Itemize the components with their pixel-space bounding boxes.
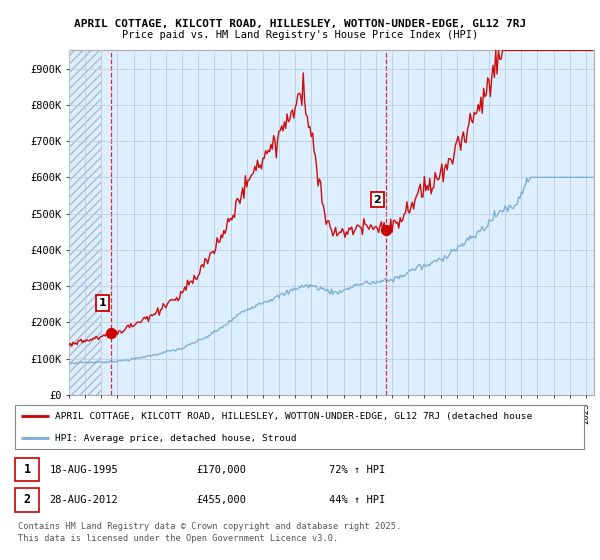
Text: £455,000: £455,000 — [196, 495, 247, 505]
FancyBboxPatch shape — [15, 405, 584, 449]
Text: APRIL COTTAGE, KILCOTT ROAD, HILLESLEY, WOTTON-UNDER-EDGE, GL12 7RJ (detached ho: APRIL COTTAGE, KILCOTT ROAD, HILLESLEY, … — [55, 412, 532, 421]
Text: 44% ↑ HPI: 44% ↑ HPI — [329, 495, 385, 505]
Text: 1: 1 — [98, 298, 106, 308]
Text: 28-AUG-2012: 28-AUG-2012 — [49, 495, 118, 505]
FancyBboxPatch shape — [15, 458, 39, 481]
Point — [382, 225, 391, 234]
Text: Contains HM Land Registry data © Crown copyright and database right 2025.
This d: Contains HM Land Registry data © Crown c… — [18, 522, 401, 543]
Text: 2: 2 — [23, 493, 31, 506]
Text: 1: 1 — [23, 463, 31, 476]
Bar — [69, 50, 101, 395]
Text: 72% ↑ HPI: 72% ↑ HPI — [329, 465, 385, 475]
Point — [107, 329, 116, 338]
Text: £170,000: £170,000 — [196, 465, 247, 475]
Text: 18-AUG-1995: 18-AUG-1995 — [49, 465, 118, 475]
Text: HPI: Average price, detached house, Stroud: HPI: Average price, detached house, Stro… — [55, 434, 296, 443]
Text: APRIL COTTAGE, KILCOTT ROAD, HILLESLEY, WOTTON-UNDER-EDGE, GL12 7RJ: APRIL COTTAGE, KILCOTT ROAD, HILLESLEY, … — [74, 19, 526, 29]
Text: Price paid vs. HM Land Registry's House Price Index (HPI): Price paid vs. HM Land Registry's House … — [122, 30, 478, 40]
Text: 2: 2 — [373, 195, 381, 204]
FancyBboxPatch shape — [15, 488, 39, 512]
